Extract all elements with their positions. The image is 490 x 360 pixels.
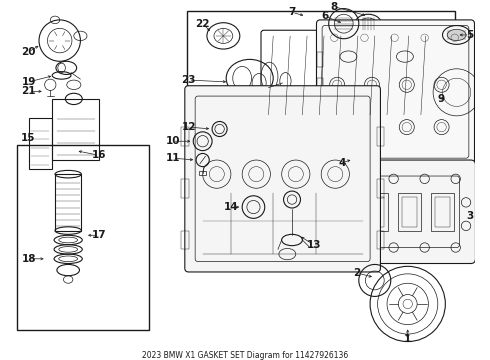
FancyBboxPatch shape xyxy=(185,86,380,272)
Text: 19: 19 xyxy=(22,77,36,87)
Bar xyxy=(366,193,388,231)
Text: 12: 12 xyxy=(181,122,196,132)
Text: 2: 2 xyxy=(353,268,361,278)
Text: 5: 5 xyxy=(466,30,473,40)
FancyBboxPatch shape xyxy=(317,20,474,164)
Bar xyxy=(333,193,355,231)
Text: 8: 8 xyxy=(331,2,338,12)
Text: 21: 21 xyxy=(22,86,36,96)
Text: 15: 15 xyxy=(21,134,35,143)
Bar xyxy=(318,52,323,67)
Text: 3: 3 xyxy=(466,211,473,221)
Text: 17: 17 xyxy=(92,230,106,240)
Bar xyxy=(318,78,323,93)
Bar xyxy=(435,197,450,227)
Text: 14: 14 xyxy=(223,202,238,212)
Bar xyxy=(199,171,206,175)
Bar xyxy=(181,179,189,198)
Bar xyxy=(336,197,351,227)
Bar xyxy=(318,131,323,146)
Text: 16: 16 xyxy=(92,150,106,160)
Bar xyxy=(369,197,384,227)
Bar xyxy=(377,179,384,198)
Bar xyxy=(318,104,323,120)
Bar xyxy=(187,12,455,160)
Bar xyxy=(52,99,99,160)
Text: 22: 22 xyxy=(196,19,210,29)
Text: 13: 13 xyxy=(306,240,321,250)
Text: 4: 4 xyxy=(338,158,345,168)
Text: 1: 1 xyxy=(404,334,411,344)
Text: 11: 11 xyxy=(165,153,180,163)
Bar xyxy=(377,127,384,146)
Text: 20: 20 xyxy=(22,47,36,57)
Text: 10: 10 xyxy=(165,136,180,146)
Bar xyxy=(402,197,417,227)
Text: 9: 9 xyxy=(437,94,444,104)
Text: 2023 BMW X1 GASKET SET Diagram for 11427926136: 2023 BMW X1 GASKET SET Diagram for 11427… xyxy=(142,351,348,360)
Bar xyxy=(55,174,81,231)
Bar xyxy=(377,231,384,249)
Text: 7: 7 xyxy=(288,7,296,17)
Text: 23: 23 xyxy=(181,75,196,85)
Bar xyxy=(398,193,421,231)
Bar xyxy=(29,118,52,170)
Text: 6: 6 xyxy=(321,11,329,21)
Bar xyxy=(181,127,189,146)
FancyBboxPatch shape xyxy=(316,160,475,264)
Text: 18: 18 xyxy=(22,254,36,264)
Bar xyxy=(431,193,454,231)
Bar xyxy=(181,231,189,249)
Bar xyxy=(17,145,149,330)
